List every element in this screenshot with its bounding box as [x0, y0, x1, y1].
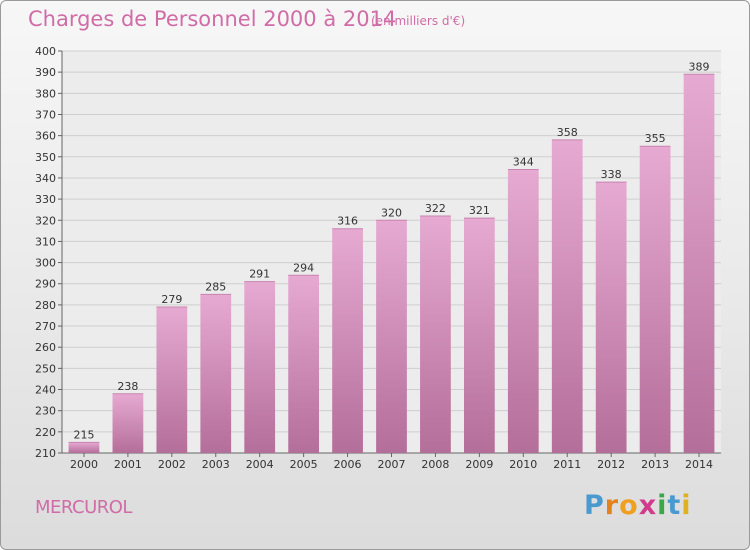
data-label: 355	[645, 132, 666, 145]
x-tick-label: 2000	[70, 458, 98, 471]
bar	[112, 393, 144, 453]
bar	[200, 294, 232, 453]
y-tick-label: 330	[35, 193, 56, 206]
data-label: 215	[73, 428, 94, 441]
data-label: 389	[689, 60, 710, 73]
bar	[683, 74, 715, 453]
y-tick-label: 340	[35, 172, 56, 185]
bar	[68, 442, 100, 453]
x-tick-label: 2002	[158, 458, 186, 471]
bar	[376, 220, 407, 453]
y-tick-label: 300	[35, 257, 56, 270]
y-tick-label: 220	[35, 426, 56, 439]
bar	[244, 281, 276, 453]
bar	[551, 139, 583, 453]
y-tick-label: 360	[35, 130, 56, 143]
y-tick-label: 290	[35, 278, 56, 291]
y-tick-label: 230	[35, 405, 56, 418]
y-tick-label: 260	[35, 341, 56, 354]
chart-subtitle: (en milliers d'€)	[371, 14, 466, 28]
y-tick-label: 390	[35, 66, 56, 79]
y-tick-label: 320	[35, 214, 56, 227]
x-tick-label: 2007	[378, 458, 406, 471]
proxiti-logo[interactable]: Proxiti	[584, 490, 692, 521]
y-tick-label: 210	[35, 447, 56, 460]
data-label: 316	[337, 215, 358, 228]
commune-name: MERCUROL	[35, 497, 132, 518]
y-tick-label: 370	[35, 108, 56, 121]
x-tick-label: 2004	[246, 458, 274, 471]
x-tick-label: 2010	[509, 458, 537, 471]
logo-letter: i	[657, 490, 668, 521]
logo-letter: P	[584, 490, 605, 521]
logo-letter: t	[667, 490, 682, 521]
chart-title: Charges de Personnel 2000 à 2014	[28, 7, 397, 31]
data-label: 338	[601, 168, 622, 181]
bar	[463, 218, 495, 453]
y-tick-label: 310	[35, 235, 56, 248]
x-tick-label: 2014	[685, 458, 713, 471]
y-tick-label: 280	[35, 299, 56, 312]
x-tick-label: 2006	[334, 458, 362, 471]
data-label: 285	[205, 280, 226, 293]
bar	[639, 146, 671, 454]
data-label: 279	[161, 293, 182, 306]
x-tick-label: 2003	[202, 458, 230, 471]
data-label: 321	[469, 204, 490, 217]
bar	[156, 307, 188, 453]
logo-letter: i	[681, 490, 692, 521]
bar	[332, 228, 363, 453]
y-tick-label: 400	[35, 45, 56, 58]
data-label: 294	[293, 261, 314, 274]
bar	[288, 275, 320, 453]
y-tick-label: 380	[35, 87, 56, 100]
bar	[595, 182, 627, 453]
x-tick-label: 2012	[597, 458, 625, 471]
bar	[507, 169, 539, 454]
x-tick-label: 2011	[553, 458, 581, 471]
y-tick-label: 270	[35, 320, 56, 333]
x-tick-label: 2008	[421, 458, 449, 471]
logo-letter: o	[619, 490, 639, 521]
data-label: 238	[117, 380, 138, 393]
x-tick-label: 2001	[114, 458, 142, 471]
x-tick-label: 2005	[290, 458, 318, 471]
y-tick-label: 240	[35, 384, 56, 397]
data-label: 344	[513, 155, 534, 168]
data-label: 320	[381, 206, 402, 219]
data-label: 291	[249, 268, 270, 281]
bar	[420, 216, 451, 453]
y-tick-label: 350	[35, 151, 56, 164]
logo-letter: r	[604, 490, 620, 521]
y-tick-label: 250	[35, 362, 56, 375]
logo-letter: x	[638, 490, 658, 521]
data-label: 322	[425, 202, 446, 215]
x-tick-label: 2009	[465, 458, 493, 471]
data-label: 358	[557, 126, 578, 139]
x-tick-label: 2013	[641, 458, 669, 471]
